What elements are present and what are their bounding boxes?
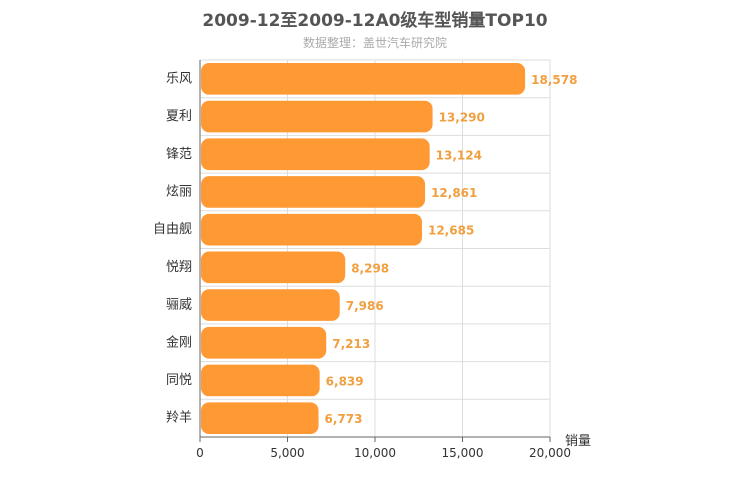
bar — [201, 289, 340, 321]
x-tick-label: 15,000 — [442, 446, 484, 460]
category-label: 悦翔 — [166, 260, 192, 275]
x-tick-label: 0 — [196, 446, 204, 460]
bars — [201, 63, 526, 434]
x-tick-label: 10,000 — [354, 446, 396, 460]
bar — [201, 402, 319, 434]
data-label: 13,290 — [439, 111, 485, 125]
x-tick-label: 20,000 — [529, 446, 571, 460]
bar — [201, 251, 346, 284]
bar — [201, 100, 433, 133]
category-label: 夏利 — [166, 109, 192, 124]
data-label: 7,213 — [332, 337, 370, 351]
category-label: 乐风 — [166, 71, 192, 86]
data-label: 13,124 — [436, 148, 482, 162]
category-label: 自由舰 — [153, 222, 192, 237]
category-label: 锋范 — [166, 147, 192, 162]
data-label: 12,685 — [428, 224, 474, 238]
bar — [201, 138, 430, 171]
data-label: 6,839 — [326, 374, 364, 388]
data-label: 8,298 — [351, 261, 389, 275]
bar — [201, 213, 422, 246]
data-label: 18,578 — [531, 73, 577, 87]
x-tick-label: 5,000 — [270, 446, 304, 460]
chart-title: 2009-12至2009-12A0级车型销量TOP10 — [202, 11, 548, 31]
x-axis-title: 销量 — [565, 434, 591, 449]
category-label: 同悦 — [166, 373, 192, 388]
category-label: 羚羊 — [166, 410, 192, 426]
data-label: 6,773 — [325, 412, 363, 426]
data-labels: 18,578 13,290 13,124 12,861 12,685 8,298 7,986… — [325, 73, 578, 426]
bar — [201, 326, 327, 359]
category-label: 金刚 — [166, 334, 192, 350]
data-label: 7,986 — [346, 299, 384, 313]
chart-subtitle: 数据整理：盖世汽车研究院 — [302, 36, 447, 50]
bar — [201, 364, 320, 397]
data-label: 12,861 — [431, 186, 477, 200]
bar — [201, 63, 526, 95]
category-label: 骊威 — [166, 298, 192, 313]
category-label: 炫丽 — [166, 183, 192, 199]
x-axis-ticks: 0 5,000 10,000 15,000 20,000 — [196, 437, 571, 460]
bar — [201, 176, 426, 208]
